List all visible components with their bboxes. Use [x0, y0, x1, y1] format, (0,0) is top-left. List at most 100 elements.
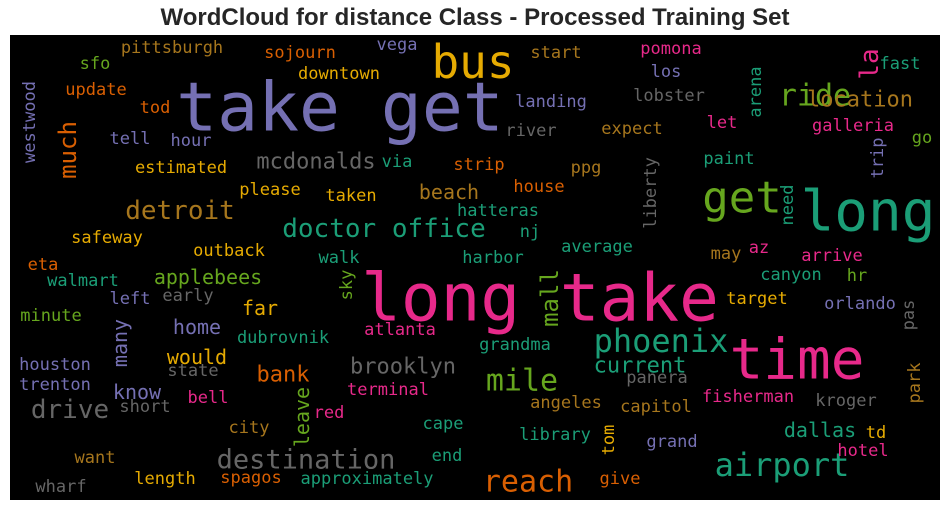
word-leave: leave — [290, 387, 314, 447]
word-red: red — [314, 403, 345, 423]
word-strip: strip — [453, 155, 504, 175]
word-cape: cape — [423, 414, 464, 434]
word-would: would — [167, 345, 227, 369]
word-doctor-office: doctor office — [282, 214, 486, 244]
word-library: library — [519, 425, 591, 445]
word-want: want — [75, 448, 116, 468]
word-vega: vega — [377, 35, 418, 55]
word-wharf: wharf — [35, 477, 86, 497]
word-update: update — [65, 80, 126, 100]
word-landing: landing — [515, 92, 587, 112]
word-left: left — [110, 289, 151, 309]
word-grandma: grandma — [479, 335, 551, 355]
word-orlando: orlando — [824, 294, 896, 314]
word-taken: taken — [325, 186, 376, 206]
word-via: via — [382, 152, 413, 172]
word-detroit: detroit — [125, 196, 235, 226]
word-tod: tod — [140, 98, 171, 118]
word-td: td — [866, 423, 886, 443]
chart-title: WordCloud for distance Class - Processed… — [160, 4, 790, 31]
word-tom: tom — [599, 425, 619, 456]
word-airport: airport — [715, 446, 850, 484]
word-destination: destination — [217, 445, 396, 476]
word-los: los — [651, 62, 682, 82]
word-give: give — [600, 469, 641, 489]
word-current: current — [594, 354, 687, 379]
word-outback: outback — [193, 241, 265, 261]
word-far: far — [242, 296, 278, 320]
word-much: much — [54, 121, 82, 179]
word-house: house — [513, 177, 564, 197]
word-liberty: liberty — [641, 157, 661, 229]
word-ride: ride — [779, 79, 851, 114]
word-approximately: approximately — [300, 469, 433, 489]
word-bank: bank — [257, 363, 310, 388]
word-houston: houston — [19, 355, 91, 375]
word-trenton: trenton — [19, 375, 91, 395]
word-eta: eta — [28, 255, 59, 275]
word-please: please — [239, 180, 300, 200]
word-dubrovnik: dubrovnik — [237, 328, 329, 348]
word-walk: walk — [319, 248, 360, 268]
word-mall: mall — [536, 269, 564, 327]
word-sky: sky — [337, 270, 357, 301]
word-az: az — [749, 238, 769, 258]
word-end: end — [432, 446, 463, 466]
word-arrive: arrive — [801, 246, 862, 266]
word-start: start — [530, 43, 581, 63]
word-applebees: applebees — [154, 265, 262, 289]
word-may: may — [711, 244, 742, 264]
word-mile: mile — [486, 364, 558, 399]
word-arena: arena — [746, 66, 766, 117]
word-panera: panera — [626, 368, 687, 388]
word-hr: hr — [847, 266, 867, 286]
word-downtown: downtown — [298, 64, 380, 84]
word-beach: beach — [419, 180, 479, 204]
word-mcdonalds: mcdonalds — [256, 150, 375, 175]
word-atlanta: atlanta — [364, 320, 436, 340]
word-westwood: westwood — [20, 81, 40, 163]
word-average: average — [561, 237, 633, 257]
word-terminal: terminal — [347, 380, 429, 400]
word-hour: hour — [171, 131, 212, 151]
word-bell: bell — [188, 388, 229, 408]
word-paint: paint — [703, 149, 754, 169]
word-spagos: spagos — [220, 468, 281, 488]
word-pomona: pomona — [640, 39, 701, 59]
word-tell: tell — [110, 129, 151, 149]
word-many: many — [108, 319, 132, 367]
word-hotel: hotel — [837, 441, 888, 461]
word-kroger: kroger — [815, 391, 876, 411]
word-brooklyn: brooklyn — [350, 355, 456, 380]
word-pittsburgh: pittsburgh — [121, 38, 223, 58]
word-let: let — [707, 113, 738, 133]
word-park: park — [905, 363, 925, 404]
word-sfo: sfo — [80, 54, 111, 74]
word-home: home — [173, 315, 221, 339]
word-target: target — [726, 289, 787, 309]
wordcloud-svg: take get long take long time bus get phoenix ai… — [19, 35, 935, 500]
word-ppg: ppg — [571, 158, 602, 178]
word-know: know — [113, 380, 162, 404]
word-time: time — [730, 328, 865, 393]
word-estimated: estimated — [135, 158, 227, 178]
word-short: short — [119, 397, 170, 417]
word-need: need — [778, 185, 798, 226]
word-minute: minute — [20, 306, 81, 326]
word-state: state — [167, 361, 218, 381]
word-get: get — [702, 173, 781, 224]
word-galleria: galleria — [812, 116, 894, 136]
word-hatteras: hatteras — [457, 201, 539, 221]
word-go: go — [912, 128, 932, 148]
word-capitol: capitol — [620, 397, 692, 417]
word-reach: reach — [483, 465, 573, 500]
word-la: la — [855, 48, 885, 79]
word-fisherman: fisherman — [702, 387, 794, 407]
word-angeles: angeles — [530, 393, 602, 413]
word-expect: expect — [601, 119, 662, 139]
word-city: city — [229, 418, 270, 438]
word-walmart: walmart — [47, 271, 119, 291]
word-safeway: safeway — [71, 228, 143, 248]
word-take-get: take get — [176, 69, 504, 148]
wordcloud-canvas: take get long take long time bus get phoenix ai… — [10, 35, 940, 500]
